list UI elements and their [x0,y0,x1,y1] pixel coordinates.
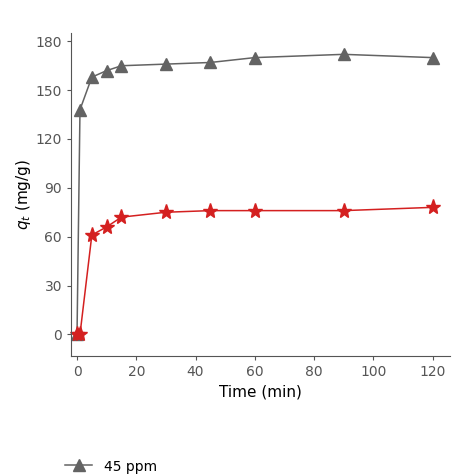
45 ppm [163,61,169,67]
Line: 45 ppm: 45 ppm [72,49,438,340]
15 ppm [77,331,83,337]
15 ppm [252,208,258,213]
45 ppm [118,63,124,69]
45 ppm [74,331,80,337]
45 ppm [429,55,435,61]
45 ppm [208,60,213,65]
Y-axis label: $q_t$ (mg/g): $q_t$ (mg/g) [14,159,33,230]
15 ppm [89,232,95,238]
15 ppm [163,210,169,215]
45 ppm [89,74,95,80]
45 ppm [252,55,258,61]
X-axis label: Time (min): Time (min) [219,384,302,399]
15 ppm [341,208,346,213]
Legend: 45 ppm, 15 ppm: 45 ppm, 15 ppm [59,453,162,474]
15 ppm [104,224,109,230]
Line: 15 ppm: 15 ppm [69,200,440,342]
45 ppm [77,107,83,112]
45 ppm [104,68,109,73]
15 ppm [118,214,124,220]
15 ppm [429,204,435,210]
15 ppm [74,331,80,337]
45 ppm [341,52,346,57]
15 ppm [208,208,213,213]
